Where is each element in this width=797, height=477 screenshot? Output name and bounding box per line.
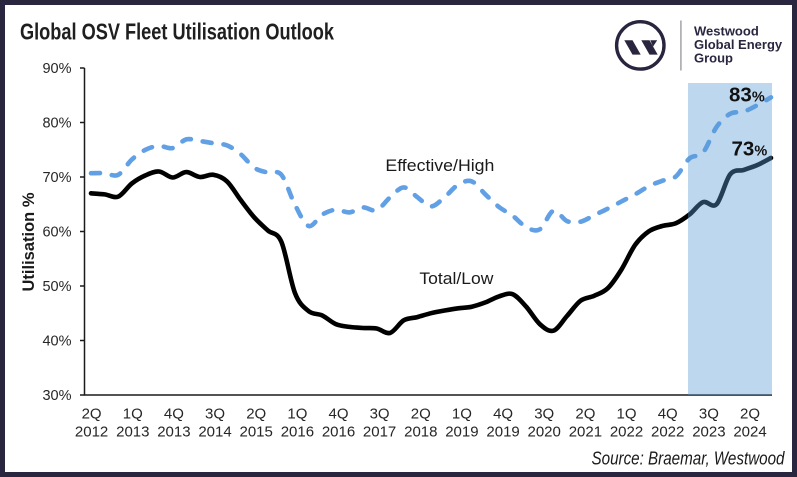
svg-text:83%: 83% — [729, 84, 765, 107]
svg-text:Westwood: Westwood — [694, 24, 759, 39]
svg-text:40%: 40% — [42, 334, 71, 350]
svg-text:Effective/High: Effective/High — [385, 156, 494, 175]
svg-text:Global OSV Fleet Utilisation O: Global OSV Fleet Utilisation Outlook — [20, 19, 334, 45]
svg-text:50%: 50% — [42, 279, 71, 295]
svg-text:30%: 30% — [42, 388, 71, 404]
svg-text:60%: 60% — [42, 225, 71, 241]
svg-text:Utilisation %: Utilisation % — [20, 192, 38, 291]
svg-text:Total/Low: Total/Low — [419, 269, 494, 288]
svg-text:80%: 80% — [42, 116, 71, 132]
svg-text:Global Energy: Global Energy — [694, 37, 783, 52]
svg-text:Group: Group — [694, 51, 733, 66]
svg-text:90%: 90% — [42, 61, 71, 77]
svg-text:Source: Braemar, Westwood: Source: Braemar, Westwood — [592, 449, 786, 469]
svg-text:73%: 73% — [732, 138, 768, 161]
svg-text:70%: 70% — [42, 170, 71, 186]
